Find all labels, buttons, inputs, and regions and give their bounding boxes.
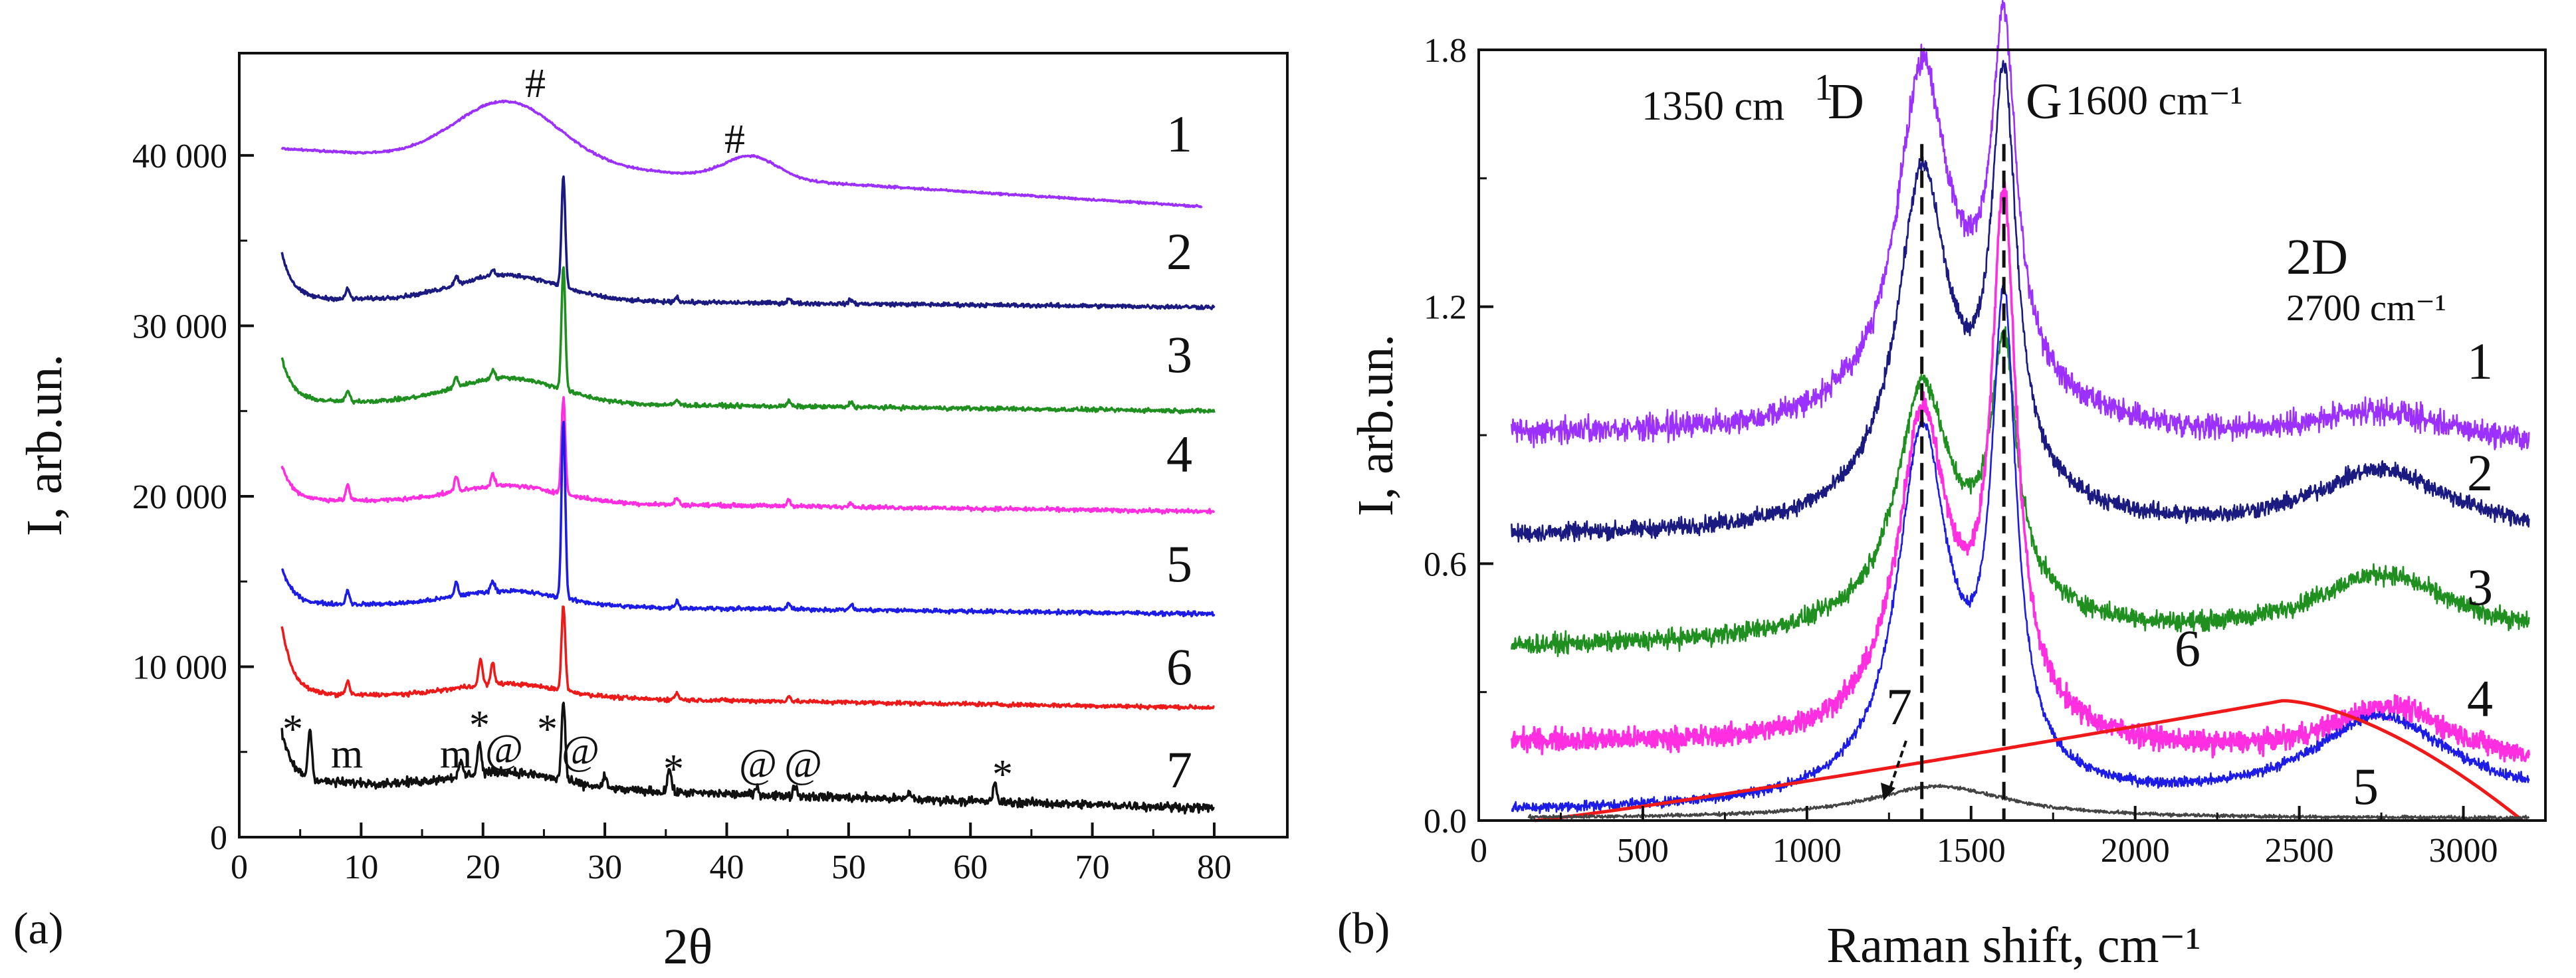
a-ann-star-1: * <box>282 707 303 752</box>
b-xtick-label: 1000 <box>1772 832 1842 870</box>
b-d-exponent: 1 <box>1814 67 1833 108</box>
a-ann-at-1: @ <box>485 727 523 772</box>
a-curve-label-3: 3 <box>1166 326 1192 383</box>
a-xtick-label: 70 <box>1075 848 1110 886</box>
a-series-7-line <box>280 702 1215 815</box>
a-curve-label-4: 4 <box>1166 425 1192 483</box>
b-ytick-label: 0.0 <box>1424 803 1467 840</box>
a-xtick-label: 0 <box>231 848 248 886</box>
panel-b-curves <box>1510 0 2531 823</box>
a-curve-label-1: 1 <box>1166 105 1192 163</box>
b-curve-label-5: 5 <box>2353 757 2379 815</box>
a-curve-label-2: 2 <box>1166 223 1192 280</box>
b-series-1-line <box>1511 0 2530 450</box>
b-curve-label-2: 2 <box>2467 444 2493 502</box>
b-xtick-label: 0 <box>1470 832 1487 870</box>
a-ann-star-2: * <box>469 703 490 748</box>
b-ytick-label: 1.8 <box>1424 32 1467 70</box>
a-ytick-label: 40 000 <box>132 138 227 175</box>
a-ytick-label: 0 <box>210 819 227 857</box>
a-ann-m-2: m <box>440 732 472 777</box>
a-curve-label-6: 6 <box>1166 638 1192 696</box>
a-series-1-line <box>280 99 1203 209</box>
b-d-name: D <box>1828 74 1864 130</box>
a-xtick-label: 40 <box>709 848 744 886</box>
b-xtick-label: 2500 <box>2265 832 2334 870</box>
a-ann-hash-1: # <box>525 61 546 106</box>
a-curve-label-7: 7 <box>1166 741 1192 799</box>
panel-b-reference-lines <box>1920 144 2006 821</box>
b-d-wavenumber: 1350 cm <box>1642 84 1784 129</box>
panel-a-ylabel: I, arb.un. <box>17 354 72 536</box>
panel-b-ylabel: I, arb.un. <box>1348 334 1404 516</box>
a-series-4-line <box>280 396 1216 515</box>
a-xtick-label: 20 <box>466 848 500 886</box>
a-series-5-line <box>280 421 1216 618</box>
a-xtick-label: 30 <box>588 848 622 886</box>
panel-a-x-ticks: 0 10 20 30 40 50 60 70 80 <box>231 823 1232 886</box>
panel-b-curve-labels: 1 2 3 4 5 6 7 <box>1886 332 2493 815</box>
a-curve-label-5: 5 <box>1166 535 1192 593</box>
a-series-3-line <box>280 266 1216 415</box>
b-curve-label-6: 6 <box>2175 619 2200 677</box>
panel-b-band-labels: 1350 cm 1 D G 1600 cm⁻¹ 2D 2700 cm⁻¹ <box>1642 67 2446 329</box>
a-ytick-label: 20 000 <box>132 478 227 516</box>
b-curve-label-1: 1 <box>2467 332 2493 390</box>
b-2d-name: 2D <box>2286 229 2348 285</box>
b-series-7-line <box>1527 783 2530 821</box>
a-ytick-label: 10 000 <box>132 648 227 686</box>
b-curve7-arrow <box>1887 740 1907 793</box>
panel-a-label: (a) <box>13 903 63 953</box>
b-xtick-label: 500 <box>1617 832 1669 870</box>
a-xtick-label: 60 <box>953 848 988 886</box>
a-ytick-label: 30 000 <box>132 308 227 345</box>
b-ytick-label: 0.6 <box>1424 545 1467 583</box>
b-curve7-arrowhead <box>1881 783 1895 801</box>
b-g-name: G <box>2026 74 2062 130</box>
b-series-4-line <box>1510 179 2531 763</box>
a-ann-m-1: m <box>331 732 363 777</box>
panel-a-xlabel: 2θ <box>663 919 712 975</box>
a-xtick-label: 80 <box>1197 848 1232 886</box>
b-curve-label-4: 4 <box>2467 670 2493 728</box>
a-ann-at-2: @ <box>562 728 599 773</box>
a-ann-at-4: @ <box>784 741 822 787</box>
panel-b-raman: 0 500 1000 1500 2000 2500 3000 0.0 0.6 1.2 1.8 I,… <box>1337 0 2547 973</box>
panel-b-x-ticks: 0 500 1000 1500 2000 2500 3000 <box>1470 806 2498 870</box>
b-xtick-label: 1500 <box>1937 832 2006 870</box>
b-xtick-label: 3000 <box>2429 832 2498 870</box>
a-ann-at-3: @ <box>739 741 777 787</box>
a-xtick-label: 10 <box>344 848 378 886</box>
panel-a-peak-annotations: # # * m m * @ * @ * @ @ * <box>282 61 1013 797</box>
panel-a-curves <box>280 99 1216 815</box>
panel-a-curve-labels: 1 2 3 4 5 6 7 <box>1166 105 1192 799</box>
b-2d-wavenumber: 2700 cm⁻¹ <box>2286 288 2446 329</box>
a-ann-hash-2: # <box>724 117 745 162</box>
a-series-6-line <box>280 605 1215 711</box>
b-curve-label-3: 3 <box>2467 558 2493 616</box>
b-curve-label-7: 7 <box>1886 678 1912 735</box>
panel-a-y-ticks: 0 10 000 20 000 30 000 40 000 <box>132 138 254 857</box>
b-series-2-line <box>1511 60 2530 543</box>
panel-b-y-ticks: 0.0 0.6 1.2 1.8 <box>1424 32 1493 840</box>
panel-b-xlabel: Raman shift, cm⁻¹ <box>1826 918 2200 973</box>
a-ann-star-3: * <box>537 707 558 752</box>
a-series-2-line <box>280 175 1216 310</box>
panel-b-label: (b) <box>1337 903 1390 953</box>
panel-a-frame <box>238 52 1289 838</box>
b-xtick-label: 2000 <box>2101 832 2170 870</box>
a-xtick-label: 50 <box>831 848 866 886</box>
a-ann-star-5: * <box>992 752 1013 797</box>
a-ann-star-4: * <box>663 747 684 792</box>
b-g-wavenumber: 1600 cm⁻¹ <box>2066 78 2243 124</box>
b-series-6-line <box>1534 699 2523 823</box>
b-ytick-label: 1.2 <box>1424 289 1467 327</box>
